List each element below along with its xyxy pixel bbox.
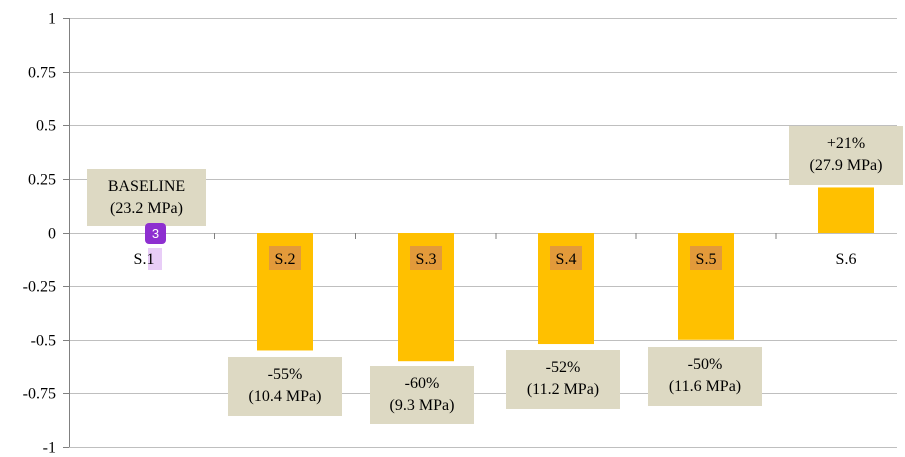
y-axis-ticks: 1 0.75 0.5 0.25 0 -0.25 -0.5 -0.75 -1 (23, 11, 777, 457)
annotation-text: (27.9 MPa) (810, 157, 883, 174)
category-label: S.1 (134, 251, 155, 268)
category-label: S.5 (696, 251, 717, 268)
y-tick-label: 0.25 (28, 172, 56, 189)
annotation-text: (9.3 MPa) (390, 397, 455, 414)
badge-label: 3 (152, 226, 159, 241)
annotation-box (506, 350, 620, 409)
grid-lines (69, 18, 897, 448)
y-tick-label: 0.75 (28, 65, 56, 82)
annotation-box (87, 169, 206, 226)
annotation-box (789, 126, 903, 185)
annotation-text: -55% (268, 366, 303, 383)
annotation-s3: -60% (9.3 MPa) (370, 366, 474, 424)
marker-badge[interactable]: 3 (145, 223, 166, 244)
category-label-highlight (550, 246, 582, 270)
bar-s6 (818, 187, 874, 233)
y-tick-label: -0.75 (23, 386, 56, 403)
annotation-text: (10.4 MPa) (249, 388, 322, 405)
annotation-s1: BASELINE (23.2 MPa) (87, 169, 206, 226)
annotation-s5: -50% (11.6 MPa) (648, 347, 762, 406)
annotation-s2: -55% (10.4 MPa) (228, 357, 342, 416)
annotation-box (370, 366, 474, 424)
annotation-text: -50% (688, 356, 723, 373)
category-label: S.2 (275, 251, 296, 268)
annotation-text: -60% (405, 375, 440, 392)
category-label: S.6 (836, 251, 857, 268)
category-label-highlight (269, 246, 301, 270)
annotation-text: (11.2 MPa) (527, 381, 599, 398)
annotation-s6: +21% (27.9 MPa) (789, 126, 903, 185)
badge-background (145, 223, 166, 244)
category-label-highlight (410, 246, 442, 270)
selection-highlight (148, 248, 162, 270)
annotation-box (228, 357, 342, 416)
y-tick-label: -0.25 (23, 279, 56, 296)
y-tick-label: 0.5 (36, 118, 56, 135)
y-tick-label: 1 (48, 11, 56, 28)
category-label-highlight (690, 246, 722, 270)
overlay: 3 (145, 223, 166, 244)
annotation-box (648, 347, 762, 406)
annotation-s4: -52% (11.2 MPa) (506, 350, 620, 409)
y-tick-label: -1 (43, 440, 56, 457)
y-tick-label: 0 (48, 226, 56, 243)
category-label: S.4 (556, 251, 577, 268)
annotations: BASELINE (23.2 MPa) -55% (10.4 MPa) -60% (9.3… (87, 126, 903, 424)
annotation-text: +21% (827, 135, 865, 152)
y-tick-label: -0.5 (31, 333, 56, 350)
annotation-text: BASELINE (108, 178, 185, 195)
category-labels: S.1 S.2 S.3 S.4 S.5 S.6 (134, 246, 857, 270)
annotation-text: -52% (546, 359, 581, 376)
annotation-text: (11.6 MPa) (669, 378, 741, 395)
annotation-text: (23.2 MPa) (110, 200, 183, 217)
category-label: S.3 (416, 251, 437, 268)
bars (257, 187, 874, 362)
